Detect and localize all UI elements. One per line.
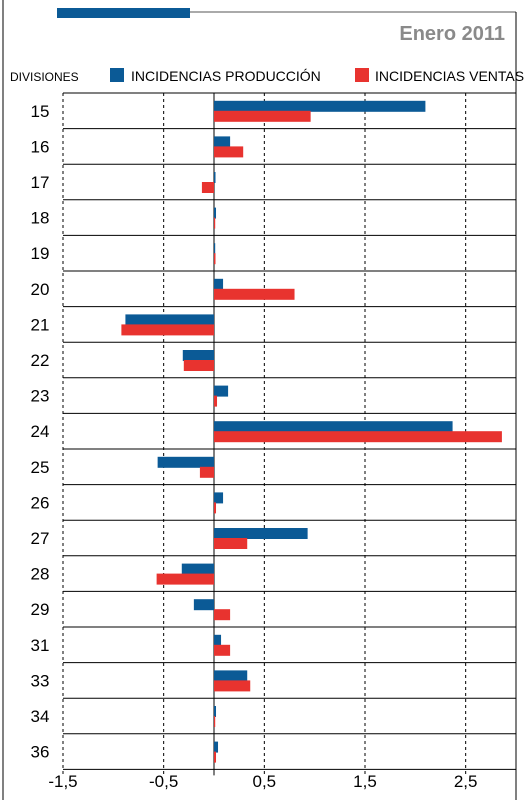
bar-ventas bbox=[214, 502, 217, 514]
category-label: 23 bbox=[31, 387, 50, 406]
bar-produccion bbox=[157, 456, 214, 468]
category-label: 16 bbox=[31, 137, 50, 156]
bar-produccion bbox=[214, 100, 426, 112]
category-label: 18 bbox=[31, 209, 50, 228]
bar-produccion bbox=[214, 492, 224, 504]
bar-produccion bbox=[214, 385, 229, 397]
x-tick-label: -1,5 bbox=[48, 772, 77, 791]
bar-produccion bbox=[214, 706, 217, 717]
grid-layer bbox=[62, 92, 516, 776]
bar-ventas bbox=[214, 644, 231, 656]
bar-produccion bbox=[193, 599, 214, 611]
category-label: 15 bbox=[31, 102, 50, 121]
bar-ventas bbox=[183, 360, 214, 371]
x-tick-label: 2,5 bbox=[454, 772, 478, 791]
bar-ventas bbox=[214, 609, 231, 621]
legend-label-produccion: INCIDENCIAS PRODUCCIÓN bbox=[131, 68, 321, 84]
header-blue-bar bbox=[57, 8, 190, 18]
category-label: 31 bbox=[31, 636, 50, 655]
category-label: 34 bbox=[31, 707, 50, 726]
category-label: 22 bbox=[31, 351, 50, 370]
bar-ventas bbox=[214, 716, 216, 727]
category-label: 28 bbox=[31, 565, 50, 584]
category-label: 19 bbox=[31, 244, 50, 263]
bars-layer bbox=[121, 100, 502, 763]
bar-produccion bbox=[214, 670, 248, 682]
bar-ventas bbox=[214, 217, 216, 229]
bar-produccion bbox=[181, 563, 214, 575]
bar-produccion bbox=[214, 421, 453, 433]
bar-ventas bbox=[199, 466, 214, 478]
category-label: 21 bbox=[31, 315, 50, 334]
bar-ventas bbox=[214, 395, 218, 407]
category-label: 17 bbox=[31, 173, 50, 192]
bar-ventas bbox=[214, 538, 248, 549]
bar-produccion bbox=[214, 207, 217, 219]
bar-ventas bbox=[201, 182, 214, 193]
bar-ventas bbox=[214, 253, 216, 265]
category-label: 36 bbox=[31, 743, 50, 762]
bar-produccion bbox=[214, 634, 222, 646]
x-tick-label: 0,5 bbox=[253, 772, 277, 791]
category-label: 26 bbox=[31, 493, 50, 512]
legend-divisions-label: DIVISIONES bbox=[10, 70, 79, 84]
category-label: 24 bbox=[31, 422, 50, 441]
bar-ventas bbox=[214, 288, 295, 300]
bar-produccion bbox=[214, 172, 216, 183]
period-label: Enero 2011 bbox=[399, 23, 505, 45]
x-tick-label: -0,5 bbox=[149, 772, 178, 791]
bar-produccion bbox=[214, 278, 224, 290]
bar-ventas bbox=[214, 751, 217, 763]
bar-ventas bbox=[121, 324, 214, 336]
category-label: 29 bbox=[31, 600, 50, 619]
legend-label-ventas: INCIDENCIAS VENTAS bbox=[375, 68, 524, 84]
bar-produccion bbox=[214, 243, 216, 255]
legend-swatch-produccion bbox=[110, 68, 124, 82]
x-tick-label: 1,5 bbox=[353, 772, 377, 791]
bar-produccion bbox=[214, 741, 219, 753]
bar-produccion bbox=[214, 528, 308, 539]
bar-produccion bbox=[182, 350, 214, 361]
category-label: 27 bbox=[31, 529, 50, 548]
labels-layer: -1,5 -0,5 0,5 1,5 2,5 15 16 17 18 19 20 21 22 23 24 25 2… bbox=[31, 102, 478, 791]
bar-produccion bbox=[214, 136, 231, 148]
category-label: 25 bbox=[31, 458, 50, 477]
bar-ventas bbox=[214, 680, 251, 692]
bar-ventas bbox=[214, 110, 311, 122]
legend-swatch-ventas bbox=[355, 68, 369, 82]
bar-ventas bbox=[214, 146, 244, 158]
category-label: 33 bbox=[31, 671, 50, 690]
bar-ventas bbox=[214, 431, 502, 443]
category-label: 20 bbox=[31, 280, 50, 299]
bar-produccion bbox=[125, 314, 214, 326]
bar-ventas bbox=[156, 573, 214, 585]
